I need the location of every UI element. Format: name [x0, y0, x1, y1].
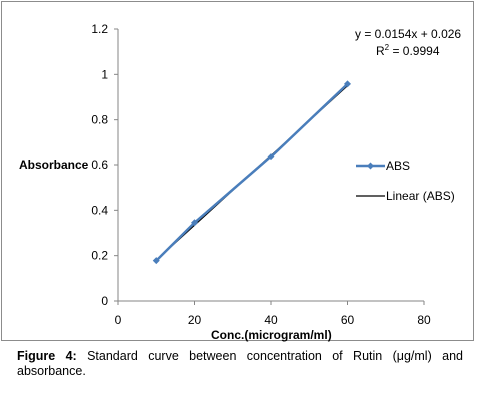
series-abs — [152, 80, 351, 265]
x-tick-labels: 0 20 40 60 80 — [115, 313, 431, 327]
y-tick-label: 0 — [101, 294, 108, 308]
legend-abs-label: ABS — [386, 159, 410, 173]
caption-text: Standard curve between concentration of … — [17, 349, 463, 378]
r-squared-r: R — [376, 44, 385, 58]
chart-frame — [1, 1, 474, 341]
y-tick-label: 0.8 — [91, 113, 108, 127]
data-point-abs — [344, 80, 351, 88]
x-tick-label: 40 — [264, 313, 278, 327]
y-axis-title: Absorbance — [19, 158, 89, 172]
x-tick-label: 0 — [115, 313, 122, 327]
y-tick-label: 0.2 — [91, 249, 108, 263]
standard-curve-chart: 0 20 40 60 80 0 0.2 0.4 0.6 0.8 1 1.2 Absorbance C… — [19, 22, 461, 342]
y-tick-label: 1 — [101, 67, 108, 81]
x-tick-label: 20 — [188, 313, 202, 327]
trendline-equation: y = 0.0154x + 0.026 — [355, 27, 461, 41]
data-point-abs — [191, 219, 198, 227]
r-squared-label: R2 = 0.9994 — [376, 43, 440, 58]
caption-label: Figure 4: — [17, 349, 77, 363]
legend-abs-marker-icon — [367, 162, 374, 170]
r-squared-exponent: 2 — [385, 43, 390, 52]
series-abs-line — [155, 82, 349, 262]
y-tick-label: 1.2 — [91, 22, 108, 36]
x-tick-label: 80 — [417, 313, 431, 327]
r-squared-value: = 0.9994 — [389, 44, 440, 58]
y-tick-label: 0.6 — [91, 158, 108, 172]
figure-caption: Figure 4: Standard curve between concent… — [17, 349, 463, 379]
y-tick-labels: 0 0.2 0.4 0.6 0.8 1 1.2 — [91, 22, 108, 308]
axes — [114, 28, 425, 305]
legend-linear-label: Linear (ABS) — [386, 189, 455, 203]
x-axis-title: Conc.(microgram/ml) — [211, 328, 332, 342]
y-tick-label: 0.4 — [91, 203, 108, 217]
data-point-abs — [152, 257, 160, 265]
x-tick-label: 60 — [341, 313, 355, 327]
data-point-abs — [267, 153, 275, 161]
legend: ABS Linear (ABS) — [356, 159, 455, 203]
